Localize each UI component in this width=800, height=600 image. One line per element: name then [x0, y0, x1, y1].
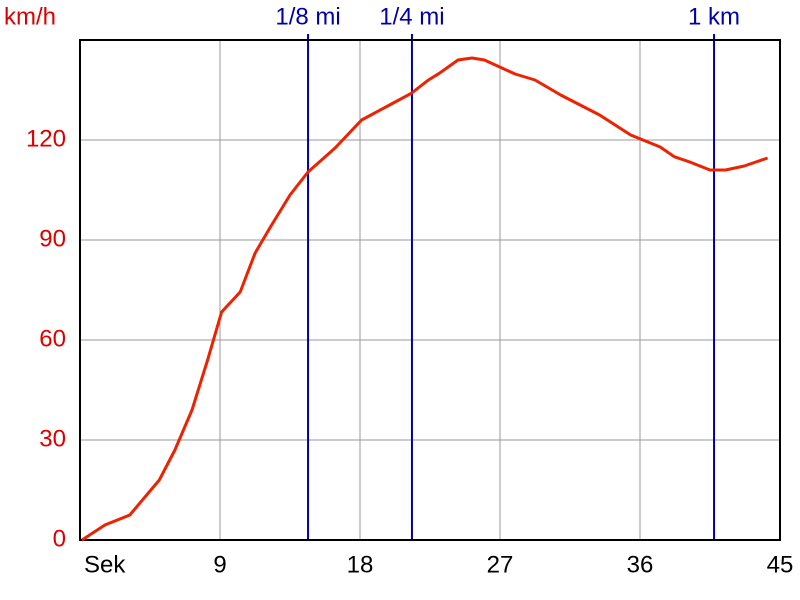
x-tick-label: 27 [487, 551, 514, 578]
x-tick-label: 45 [767, 551, 794, 578]
x-tick-label: Sek [84, 551, 126, 578]
y-tick-label: 90 [39, 225, 66, 252]
y-tick-label: 60 [39, 325, 66, 352]
x-tick-label: 36 [627, 551, 654, 578]
speed-line [81, 56, 769, 542]
x-tick-label: 9 [213, 551, 226, 578]
distance-marker-label: 1/8 mi [275, 3, 340, 30]
y-tick-label: 0 [53, 525, 66, 552]
y-tick-label: 120 [26, 125, 66, 152]
x-tick-label: 18 [347, 551, 374, 578]
y-axis-label: km/h [4, 3, 56, 30]
distance-marker-label: 1 km [688, 3, 740, 30]
distance-marker-label: 1/4 mi [379, 3, 444, 30]
plot-frame [79, 39, 781, 541]
y-tick-label: 30 [39, 425, 66, 452]
